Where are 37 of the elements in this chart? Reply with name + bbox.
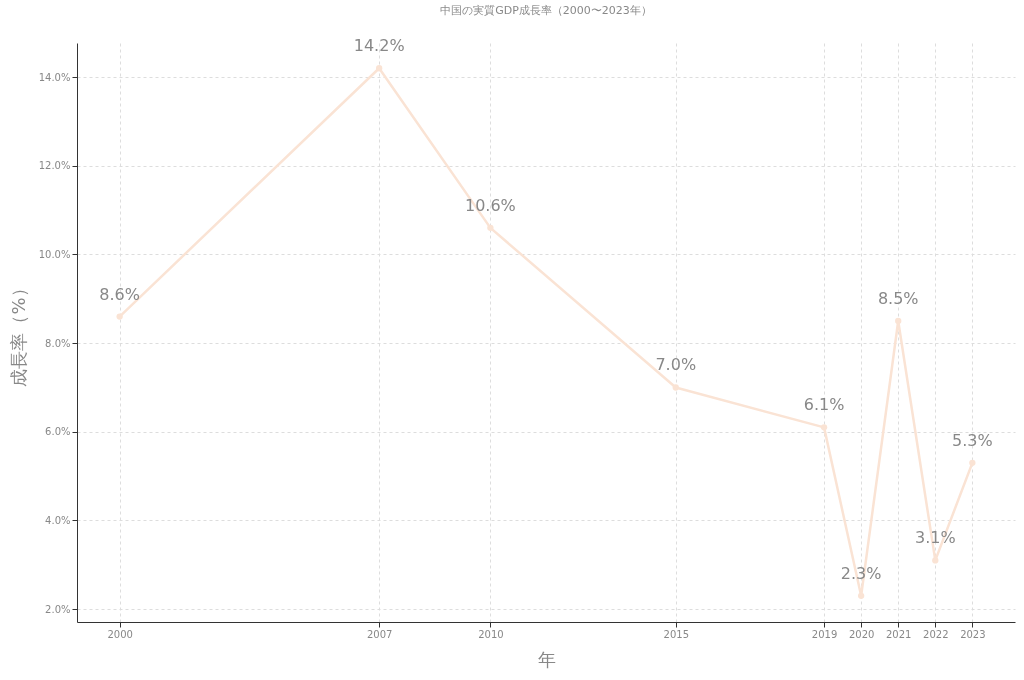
y-axis-title: 成長率（%） <box>7 279 29 387</box>
x-tick-label: 2022 <box>923 628 949 640</box>
point <box>487 224 494 232</box>
point <box>895 317 902 325</box>
data-label: 3.1% <box>914 528 956 548</box>
x-tick-label: 2000 <box>107 628 133 640</box>
x-tick-label: 2019 <box>811 628 838 640</box>
point <box>932 557 939 564</box>
y-tick-label: 2.0% <box>45 603 71 615</box>
y-tick-label: 4.0% <box>45 514 71 526</box>
x-tick-label: 2010 <box>478 628 504 640</box>
x-tick-label: 2007 <box>366 628 393 640</box>
point <box>969 459 976 466</box>
x-tick-label: 2023 <box>960 628 986 640</box>
x-axis-title: 年 <box>537 648 556 670</box>
point <box>857 592 865 599</box>
y-tick-label: 14.0% <box>38 71 71 83</box>
data-label: 5.3% <box>952 430 993 450</box>
y-tick-label: 6.0% <box>45 426 71 438</box>
data-label: 10.6% <box>464 195 516 215</box>
point <box>672 384 679 391</box>
data-label: 6.1% <box>803 395 845 415</box>
data-label: 7.0% <box>655 355 697 375</box>
x-tick-label: 2015 <box>663 628 689 640</box>
point <box>376 65 383 72</box>
data-label: 14.2% <box>353 36 405 56</box>
y-tick-label: 8.0% <box>45 337 71 349</box>
y-tick-label: 12.0% <box>38 160 71 172</box>
data-label: 8.6% <box>99 284 140 304</box>
x-tick-label: 2021 <box>885 628 912 640</box>
x-tick-label: 2020 <box>848 628 875 640</box>
y-tick-label: 10.0% <box>38 248 71 260</box>
chart-title: 中国の実質GDP成長率（2000〜2023年） <box>440 4 652 18</box>
point <box>116 313 123 320</box>
point <box>820 424 828 431</box>
data-label: 8.5% <box>877 288 919 308</box>
data-label: 2.3% <box>840 563 882 583</box>
